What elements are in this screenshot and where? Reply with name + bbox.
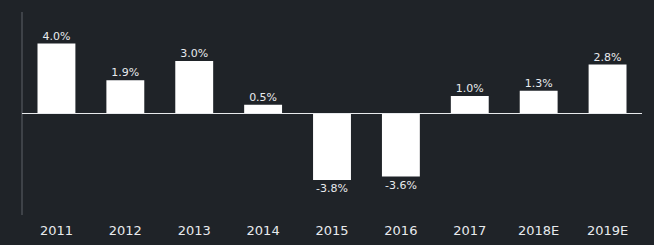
background [0, 0, 654, 245]
chart: 4.0% 1.9% 3.0% 0.5% -3.8% -3.6% 1.0% 1.3% 2.8% 20… [0, 0, 654, 245]
data-label: 1.0% [456, 82, 484, 95]
x-tick-label: 2017 [453, 223, 486, 238]
bar [106, 80, 144, 113]
data-label: 2.8% [594, 51, 622, 64]
bars [38, 44, 627, 181]
x-tick-label: 2011 [40, 223, 73, 238]
bar [451, 96, 489, 114]
bar [38, 44, 76, 114]
data-label: -3.6% [385, 179, 417, 192]
data-label: 4.0% [42, 30, 70, 43]
x-ticks: 2011 2012 2013 2014 2015 2016 2017 2018E 2019E [40, 223, 628, 238]
data-label: 1.9% [111, 66, 139, 79]
zero-line [22, 113, 642, 114]
bar [244, 105, 282, 114]
x-tick-label: 2015 [315, 223, 348, 238]
x-tick-label: 2012 [109, 223, 142, 238]
x-tick-label: 2019E [587, 223, 628, 238]
bar [520, 91, 558, 114]
data-label: -3.8% [316, 182, 348, 195]
chart-container: 4.0% 1.9% 3.0% 0.5% -3.8% -3.6% 1.0% 1.3% 2.8% 20… [0, 0, 654, 245]
bar [589, 65, 627, 114]
x-tick-label: 2014 [247, 223, 280, 238]
bar [382, 114, 420, 177]
data-labels: 4.0% 1.9% 3.0% 0.5% -3.8% -3.6% 1.0% 1.3% 2.8% [42, 30, 621, 196]
data-label: 3.0% [180, 47, 208, 60]
data-label: 0.5% [249, 91, 277, 104]
x-tick-label: 2013 [178, 223, 211, 238]
x-tick-label: 2018E [518, 223, 559, 238]
x-tick-label: 2016 [384, 223, 417, 238]
data-label: 1.3% [525, 77, 553, 90]
bar [313, 114, 351, 181]
bar [175, 61, 213, 114]
